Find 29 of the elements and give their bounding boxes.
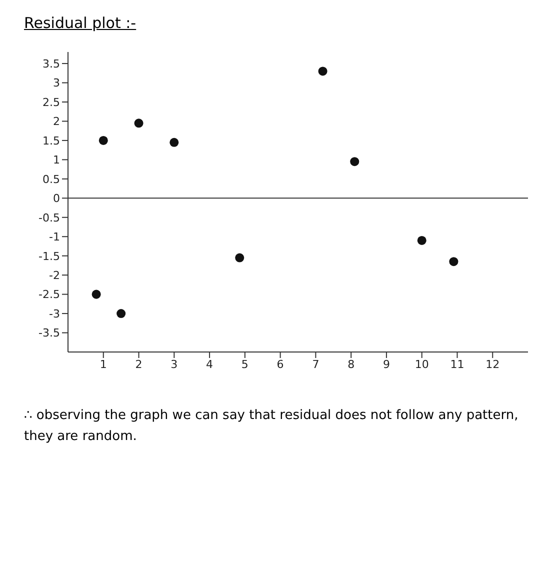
x-tick-label: 3 xyxy=(170,358,178,371)
y-tick-label: -1.5 xyxy=(38,250,60,263)
x-tick-label: 12 xyxy=(486,358,500,371)
y-tick-label: 0 xyxy=(53,192,60,206)
y-tick-label: 1 xyxy=(53,154,60,167)
x-tick-label: 5 xyxy=(241,358,248,371)
y-tick-label: 0.5 xyxy=(42,172,60,186)
x-tick-label: 8 xyxy=(348,358,355,371)
x-tick-label: 1 xyxy=(100,358,107,371)
text: ∴ observing the graph we can say that residual does not follow any pattern, they are random. xyxy=(23,407,520,446)
y-tick-label: 3 xyxy=(53,76,60,90)
x-tick-label: 2 xyxy=(135,358,142,371)
chart-title: Residual plot :- xyxy=(23,13,138,32)
y-tick-label: -3.5 xyxy=(38,326,60,340)
y-tick-label: -2.5 xyxy=(38,288,60,302)
y-tick-label: -3 xyxy=(49,307,60,320)
y-tick-label: 1.5 xyxy=(42,134,60,148)
x-tick-label: 7 xyxy=(312,358,320,371)
y-tick-label: 3.5 xyxy=(42,57,60,70)
x-tick-label: 10 xyxy=(414,358,429,371)
x-tick-label: 9 xyxy=(382,358,390,371)
x-tick-label: 4 xyxy=(206,358,214,371)
y-tick-label: -1 xyxy=(49,230,60,244)
x-tick-label: 11 xyxy=(450,358,464,371)
x-tick-label: 6 xyxy=(276,358,284,371)
y-tick-label: 2.5 xyxy=(42,96,60,109)
y-tick-label: 2 xyxy=(53,115,60,128)
y-tick-label: -2 xyxy=(49,268,60,282)
y-tick-label: -0.5 xyxy=(38,211,60,224)
